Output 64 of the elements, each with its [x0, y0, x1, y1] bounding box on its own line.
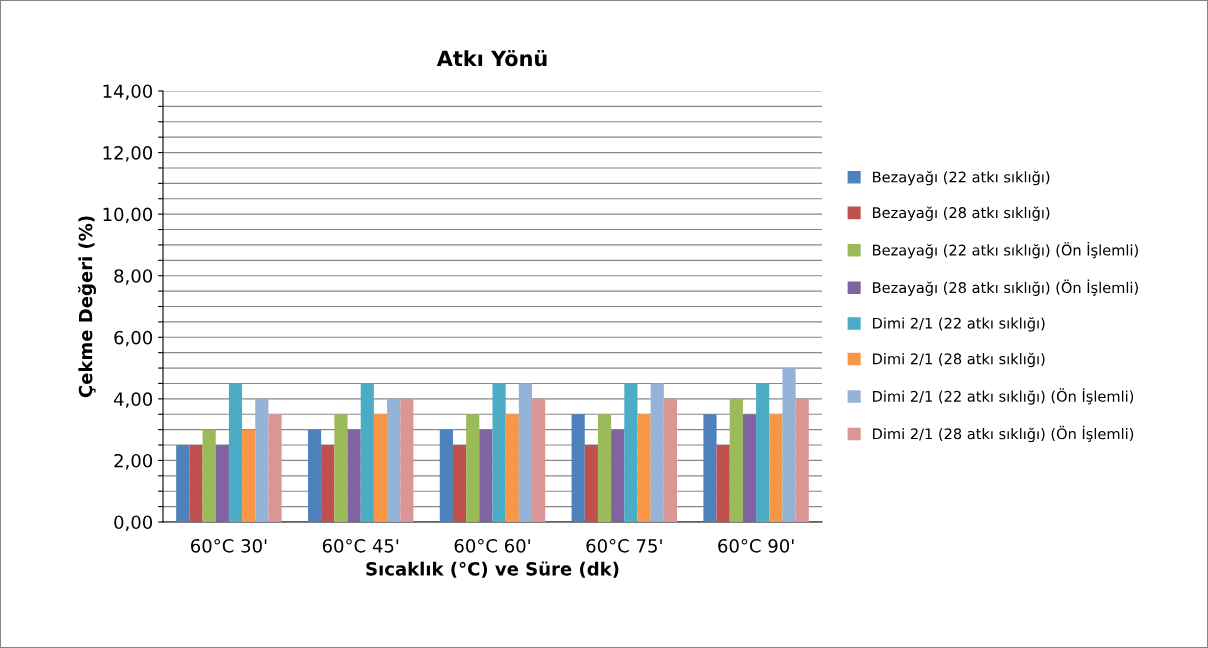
bar	[479, 429, 493, 522]
y-tick-label: 12,00	[103, 146, 153, 162]
bar	[466, 414, 480, 522]
bar	[756, 383, 770, 522]
x-tick-label: 60°C 75'	[586, 538, 662, 553]
bar	[795, 398, 809, 522]
bar	[769, 414, 783, 522]
legend-label: Dimi 2/1 (22 atkı sıklığı) (Ön İşlemli)	[873, 388, 1134, 405]
bar	[268, 414, 282, 522]
bar	[584, 445, 598, 522]
chart-title: Atkı Yönü	[436, 49, 547, 67]
bar	[255, 398, 269, 522]
bar	[703, 414, 717, 522]
bar	[571, 414, 585, 522]
bar	[637, 414, 651, 522]
y-tick-label: 2,00	[114, 453, 153, 470]
x-axis-title: Sıcaklık (°C) ve Süre (dk)	[366, 561, 619, 578]
x-tick-label: 60°C 90'	[718, 538, 794, 553]
bar	[202, 429, 216, 522]
bar	[242, 429, 256, 522]
y-tick-label: 6,00	[114, 330, 153, 347]
legend-label: Bezayağı (22 atkı sıklığı) (Ön İşlemli)	[873, 242, 1138, 259]
legend-label: Dimi 2/1 (28 atkı sıklığı)	[873, 352, 1045, 368]
bar	[228, 383, 243, 522]
bar	[611, 429, 625, 522]
bar	[360, 383, 374, 522]
legend-label: Dimi 2/1 (28 atkı sıklığı) (Ön İşlemli)	[873, 425, 1134, 443]
bar	[439, 429, 453, 522]
bar	[492, 383, 506, 522]
bar	[729, 398, 743, 522]
bar	[742, 414, 757, 522]
bar	[505, 414, 519, 522]
bar	[334, 414, 348, 522]
y-tick-label: 10,00	[103, 207, 153, 224]
x-tick-label: 60°C 60'	[454, 538, 530, 553]
x-tick-label: 60°C 45'	[322, 538, 399, 553]
bar	[400, 398, 414, 522]
bar	[532, 398, 546, 522]
bar	[452, 445, 467, 522]
bar	[663, 398, 678, 522]
bar	[650, 383, 664, 522]
y-tick-label: 14,00	[103, 84, 153, 100]
bar	[347, 429, 361, 522]
y-tick-label: 0,00	[114, 515, 153, 531]
y-tick-label: 4,00	[113, 392, 153, 408]
y-tick-label: 8,00	[114, 269, 153, 285]
legend-label: Bezayağı (28 atkı sıklığı) (Ön İşlemli)	[873, 279, 1138, 296]
bar	[189, 445, 203, 522]
bar	[215, 445, 229, 522]
bar	[176, 445, 190, 522]
bar	[716, 445, 730, 522]
legend-label: Bezayağı (28 atkı sıklığı)	[873, 206, 1050, 221]
bar	[597, 414, 612, 522]
legend-label: Bezayağı (22 atkı sıklığı)	[873, 170, 1050, 186]
legend-label: Dimi 2/1 (22 atkı sıklığı)	[873, 317, 1045, 332]
bar	[624, 383, 638, 522]
bar	[782, 368, 796, 522]
x-tick-label: 60°C 30'	[191, 538, 267, 553]
bar	[387, 398, 401, 522]
bar	[321, 445, 335, 522]
bar	[307, 429, 322, 522]
bar	[373, 414, 388, 522]
y-axis-title: Çekme Değeri (%)	[77, 216, 97, 398]
bar	[518, 383, 533, 522]
